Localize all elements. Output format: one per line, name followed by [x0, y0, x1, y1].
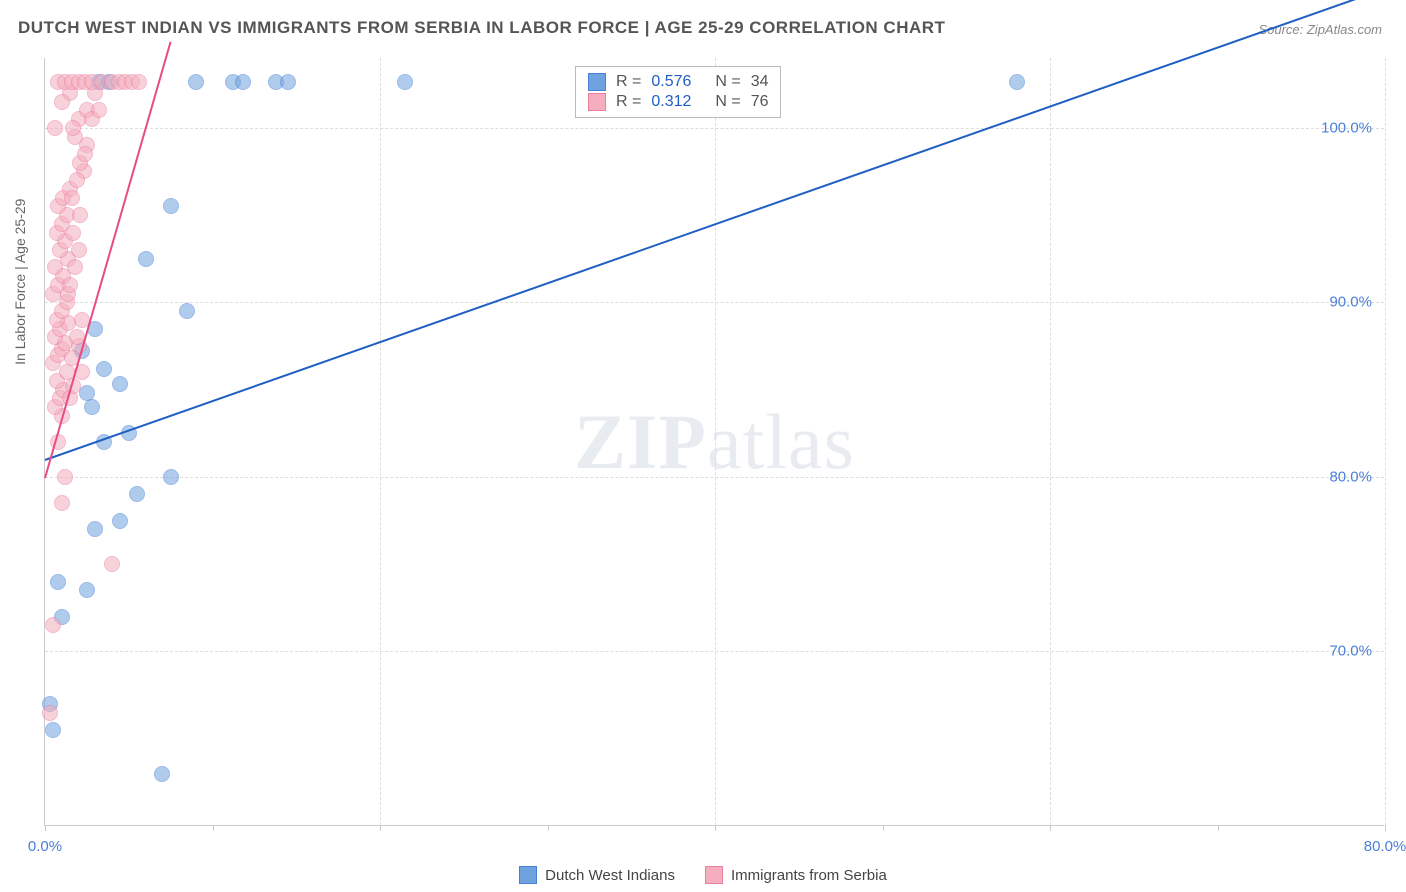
- gridline-vertical: [1050, 58, 1051, 825]
- scatter-marker: [65, 120, 81, 136]
- r-value: 0.576: [651, 73, 705, 91]
- x-tick-label: 0.0%: [28, 838, 62, 855]
- watermark-rest: atlas: [707, 398, 855, 485]
- scatter-marker: [163, 198, 179, 214]
- scatter-marker: [235, 74, 251, 90]
- y-tick-label: 100.0%: [1321, 119, 1372, 136]
- stats-legend-row: R = 0.312 N = 76: [588, 93, 768, 111]
- x-tick-mark: [715, 825, 716, 831]
- r-value: 0.312: [651, 93, 705, 111]
- x-tick-mark: [45, 825, 46, 831]
- scatter-marker: [154, 766, 170, 782]
- chart-title: DUTCH WEST INDIAN VS IMMIGRANTS FROM SER…: [18, 18, 945, 38]
- legend-swatch: [588, 93, 606, 111]
- x-tick-mark: [380, 825, 381, 831]
- legend-item: Dutch West Indians: [519, 866, 675, 884]
- stats-legend-row: R = 0.576 N = 34: [588, 73, 768, 91]
- y-tick-label: 90.0%: [1329, 294, 1372, 311]
- x-tick-mark: [1385, 825, 1386, 831]
- scatter-marker: [72, 207, 88, 223]
- watermark-bold: ZIP: [574, 398, 707, 485]
- scatter-marker: [131, 74, 147, 90]
- source-attribution: Source: ZipAtlas.com: [1258, 22, 1382, 37]
- scatter-marker: [77, 146, 93, 162]
- scatter-marker: [138, 251, 154, 267]
- series-legend: Dutch West Indians Immigrants from Serbia: [0, 866, 1406, 884]
- r-label: R =: [616, 93, 641, 111]
- legend-label: Dutch West Indians: [545, 867, 675, 884]
- gridline-vertical: [1385, 58, 1386, 825]
- n-value: 34: [751, 73, 769, 91]
- legend-swatch: [705, 866, 723, 884]
- x-tick-mark-minor: [548, 825, 549, 831]
- scatter-marker: [57, 469, 73, 485]
- scatter-marker: [71, 242, 87, 258]
- x-tick-mark-minor: [1218, 825, 1219, 831]
- scatter-marker: [163, 469, 179, 485]
- correlation-stats-legend: R = 0.576 N = 34 R = 0.312 N = 76: [575, 66, 781, 118]
- x-tick-mark: [1050, 825, 1051, 831]
- scatter-marker: [62, 277, 78, 293]
- n-value: 76: [751, 93, 769, 111]
- scatter-marker: [45, 617, 61, 633]
- n-label: N =: [715, 93, 740, 111]
- scatter-marker: [47, 120, 63, 136]
- x-tick-label: 80.0%: [1364, 838, 1406, 855]
- r-label: R =: [616, 73, 641, 91]
- n-label: N =: [715, 73, 740, 91]
- scatter-marker: [96, 361, 112, 377]
- x-tick-mark-minor: [213, 825, 214, 831]
- scatter-marker: [42, 705, 58, 721]
- scatter-marker: [1009, 74, 1025, 90]
- scatter-marker: [54, 94, 70, 110]
- scatter-marker: [91, 102, 107, 118]
- scatter-marker: [280, 74, 296, 90]
- legend-label: Immigrants from Serbia: [731, 867, 887, 884]
- legend-swatch: [519, 866, 537, 884]
- legend-swatch: [588, 73, 606, 91]
- scatter-marker: [67, 259, 83, 275]
- y-axis-title: In Labor Force | Age 25-29: [12, 199, 28, 365]
- gridline-vertical: [380, 58, 381, 825]
- scatter-marker: [45, 722, 61, 738]
- scatter-marker: [397, 74, 413, 90]
- scatter-marker: [50, 574, 66, 590]
- scatter-marker: [64, 190, 80, 206]
- legend-item: Immigrants from Serbia: [705, 866, 887, 884]
- scatter-marker: [87, 521, 103, 537]
- scatter-marker: [188, 74, 204, 90]
- scatter-plot-area: ZIPatlas 70.0%80.0%90.0%100.0%0.0%80.0%: [44, 58, 1384, 826]
- y-tick-label: 70.0%: [1329, 643, 1372, 660]
- scatter-marker: [112, 513, 128, 529]
- gridline-vertical: [715, 58, 716, 825]
- scatter-marker: [65, 225, 81, 241]
- scatter-marker: [179, 303, 195, 319]
- x-tick-mark-minor: [883, 825, 884, 831]
- scatter-marker: [54, 495, 70, 511]
- scatter-marker: [129, 486, 145, 502]
- scatter-marker: [79, 582, 95, 598]
- scatter-marker: [84, 399, 100, 415]
- scatter-marker: [104, 556, 120, 572]
- scatter-marker: [69, 172, 85, 188]
- y-tick-label: 80.0%: [1329, 468, 1372, 485]
- scatter-marker: [112, 376, 128, 392]
